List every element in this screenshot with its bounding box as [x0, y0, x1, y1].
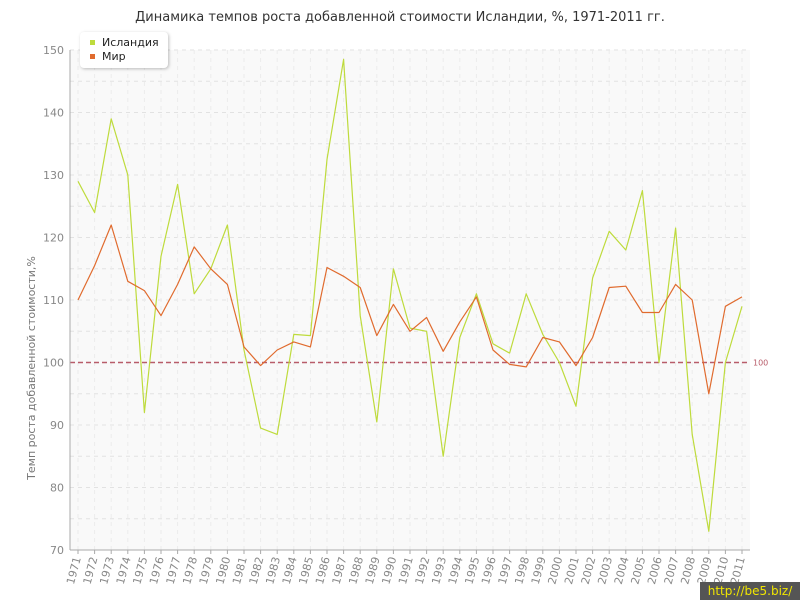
y-tick-label: 120 — [43, 232, 64, 245]
legend-label-world: Мир — [102, 50, 126, 63]
y-tick-label: 80 — [50, 482, 64, 495]
chart-legend: Исландия Мир — [80, 32, 168, 68]
reference-line-label: 100 — [753, 359, 768, 368]
y-tick-label: 90 — [50, 419, 64, 432]
legend-swatch-iceland — [90, 40, 95, 45]
y-axis-title: Темп роста добавленной стоимости,% — [25, 256, 38, 481]
series-line-iceland — [77, 58, 743, 532]
y-tick-label: 100 — [43, 357, 64, 370]
legend-swatch-world — [90, 54, 95, 59]
y-tick-label: 140 — [43, 107, 64, 120]
y-tick-label: 70 — [50, 544, 64, 557]
chart-title: Динамика темпов роста добавленной стоимо… — [135, 10, 665, 25]
y-tick-label: 110 — [43, 294, 64, 307]
watermark-link[interactable]: http://be5.biz/ — [700, 582, 800, 600]
y-tick-label: 130 — [43, 169, 64, 182]
legend-label-iceland: Исландия — [102, 36, 159, 49]
series-line-world — [77, 224, 743, 395]
y-tick-label: 150 — [43, 44, 64, 57]
